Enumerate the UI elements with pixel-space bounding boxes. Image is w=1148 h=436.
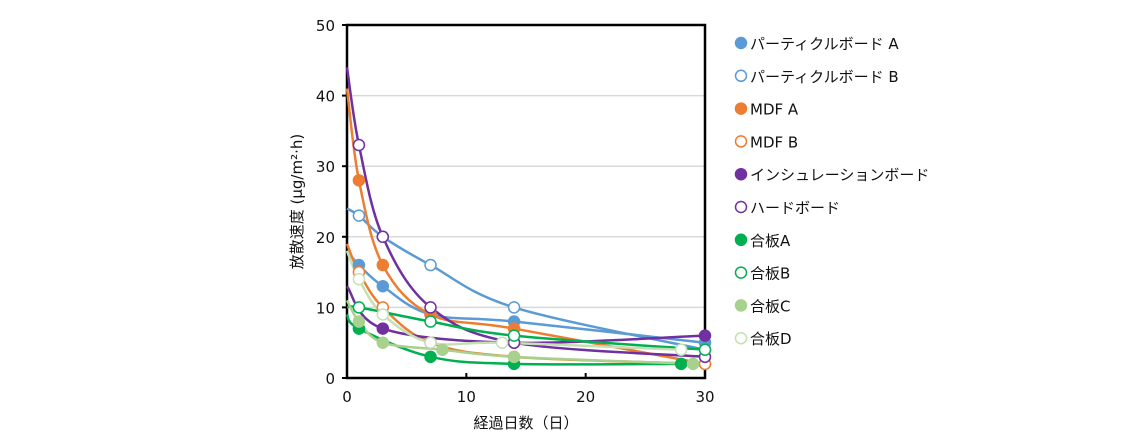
y-tick-label: 20 [316, 229, 335, 247]
data-point [376, 322, 390, 335]
y-tick-label: 0 [325, 370, 335, 388]
data-point [352, 209, 366, 222]
data-point [376, 230, 390, 244]
legend-marker [734, 233, 748, 247]
data-point [424, 350, 437, 364]
legend-marker [734, 69, 748, 83]
legend-label: パーティクルボード A [750, 35, 899, 53]
legend-marker [734, 102, 748, 115]
data-point [436, 343, 449, 357]
plot-frame [345, 23, 707, 380]
data-point [674, 357, 688, 371]
legend-label: パーティクルボード B [750, 68, 899, 86]
legend-label: 合板C [750, 297, 790, 315]
y-tick-label: 10 [316, 299, 335, 317]
x-tick-label: 20 [576, 388, 595, 406]
legend-label: インシュレーションボード [750, 166, 929, 184]
y-tick-label: 40 [316, 88, 335, 106]
data-point [376, 258, 390, 272]
x-tick-label: 0 [342, 388, 352, 406]
legend-marker [734, 299, 748, 312]
legend-label: 合板D [750, 330, 792, 348]
legend-marker [734, 167, 748, 181]
data-point [424, 301, 437, 314]
data-point [424, 336, 437, 349]
x-axis-label: 経過日数（日） [473, 414, 578, 432]
data-point [352, 138, 366, 152]
legend-marker [734, 331, 748, 345]
series-lines [345, 67, 706, 366]
data-point [376, 336, 390, 349]
data-point [698, 343, 712, 357]
legend-marker [734, 36, 748, 50]
y-tick-label: 50 [316, 17, 335, 35]
y-tick-label: 30 [316, 158, 335, 176]
data-point [376, 308, 390, 321]
series-line [345, 285, 706, 345]
data-point [698, 329, 712, 342]
legend-marker [734, 200, 748, 214]
data-point [352, 272, 366, 286]
data-point [352, 315, 366, 328]
data-point [495, 336, 509, 349]
legend-label: MDF A [750, 101, 799, 119]
x-tick-label: 10 [457, 388, 476, 406]
data-point [507, 329, 521, 342]
legend-label: ハードボード [750, 199, 840, 217]
data-point [507, 301, 521, 314]
data-point [352, 174, 366, 187]
legend-marker [734, 266, 748, 279]
legend-marker [734, 135, 748, 148]
data-point [686, 357, 700, 371]
series-line [345, 67, 706, 359]
data-point [352, 301, 366, 314]
data-point [507, 350, 521, 364]
data-point [424, 258, 437, 272]
data-point [424, 315, 437, 328]
data-point [674, 343, 688, 357]
legend-label: 合板A [750, 232, 791, 250]
data-point [376, 279, 390, 293]
legend-label: 合板B [750, 265, 790, 283]
y-axis-label: 放散速度 (µg/m²·h) [288, 134, 306, 270]
x-tick-label: 30 [695, 388, 714, 406]
legend-label: MDF B [750, 133, 798, 151]
